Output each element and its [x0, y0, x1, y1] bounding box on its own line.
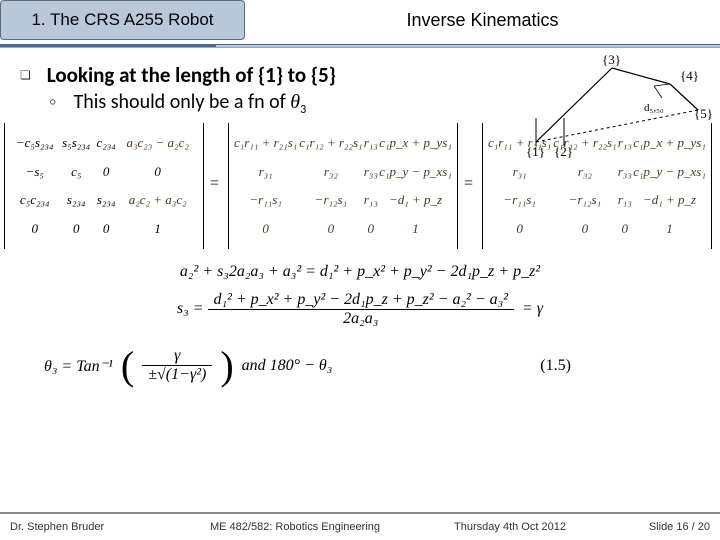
theta3-fraction: γ ±√(1−γ²)	[142, 347, 212, 384]
equation-a-squared: a₂² + s₃2a₂a₃ + a₃² = d₁² + p_x² + p_y² …	[100, 263, 620, 281]
footer-slide-number: Slide 16 / 20	[600, 521, 720, 533]
slide-footer: Dr. Stephen Bruder ME 482/582: Robotics …	[0, 512, 720, 540]
footer-date: Thursday 4th Oct 2012	[420, 521, 600, 533]
matrix-equation: −c₅s₂₃₄s₅s₂₃₄c₂₃₄a₃c₂₃ − a₂c₂ −s₅c₅00 c₅…	[4, 123, 716, 253]
matrix-lhs: −c₅s₂₃₄s₅s₂₃₄c₂₃₄a₃c₂₃ − a₂c₂ −s₅c₅00 c₅…	[4, 123, 204, 249]
paren-left: (	[121, 342, 134, 389]
header-section-title: 1. The CRS A255 Robot	[0, 0, 245, 40]
bullet-main-text: Looking at the length of {1} to {5}	[47, 62, 336, 88]
header-topic: Inverse Kinematics	[245, 0, 720, 40]
equation-tag: (1.5)	[540, 357, 571, 375]
matrix-rhs: c₁r₁₁ + r₂₁s₁c₁r₁₂ + r₂₂s₁r₁₃c₁p_x + p_y…	[482, 123, 712, 249]
bullet-circle-icon: ○	[50, 95, 56, 108]
mid-table: c₁r₁₁ + r₂₁s₁c₁r₁₂ + r₂₂s₁r₁₃c₁p_x + p_y…	[233, 129, 453, 243]
matrix-mid: c₁r₁₁ + r₂₁s₁c₁r₁₂ + r₂₂s₁r₁₃c₁p_x + p_y…	[228, 123, 458, 249]
d5-label: d₅,₅₀	[644, 102, 664, 114]
paren-right: )	[220, 342, 233, 389]
equation-theta3: θ₃ = Tan⁻¹ ( γ ±√(1−γ²) ) and 180° − θ₃ …	[44, 342, 716, 389]
equals-2: =	[464, 175, 473, 193]
lhs-table: −c₅s₂₃₄s₅s₂₃₄c₂₃₄a₃c₂₃ − a₂c₂ −s₅c₅00 c₅…	[11, 129, 197, 243]
bullet-sub-text: This should only be a fn of θ3	[74, 90, 307, 117]
bullet-square-icon: ❏	[20, 68, 31, 83]
s3-fraction: d₁² + p_x² + p_y² − 2d₁p_z + p_z² − a₂² …	[208, 291, 514, 328]
rhs-table: c₁r₁₁ + r₂₁s₁c₁r₁₂ + r₂₂s₁r₁₃c₁p_x + p_y…	[487, 129, 707, 243]
equals-1: =	[210, 175, 219, 193]
equations-area: −c₅s₂₃₄s₅s₂₃₄c₂₃₄a₃c₂₃ − a₂c₂ −s₅c₅00 c₅…	[0, 123, 720, 389]
frame-label-4: {4}	[680, 68, 699, 84]
slide-header: 1. The CRS A255 Robot Inverse Kinematics	[0, 0, 720, 40]
equation-s3: s₃ = d₁² + p_x² + p_y² − 2d₁p_z + p_z² −…	[100, 291, 620, 328]
frame-label-3: {3}	[602, 52, 621, 68]
frame-label-5: {5}	[694, 106, 713, 122]
footer-course: ME 482/582: Robotics Engineering	[170, 521, 420, 533]
footer-author: Dr. Stephen Bruder	[0, 521, 170, 533]
